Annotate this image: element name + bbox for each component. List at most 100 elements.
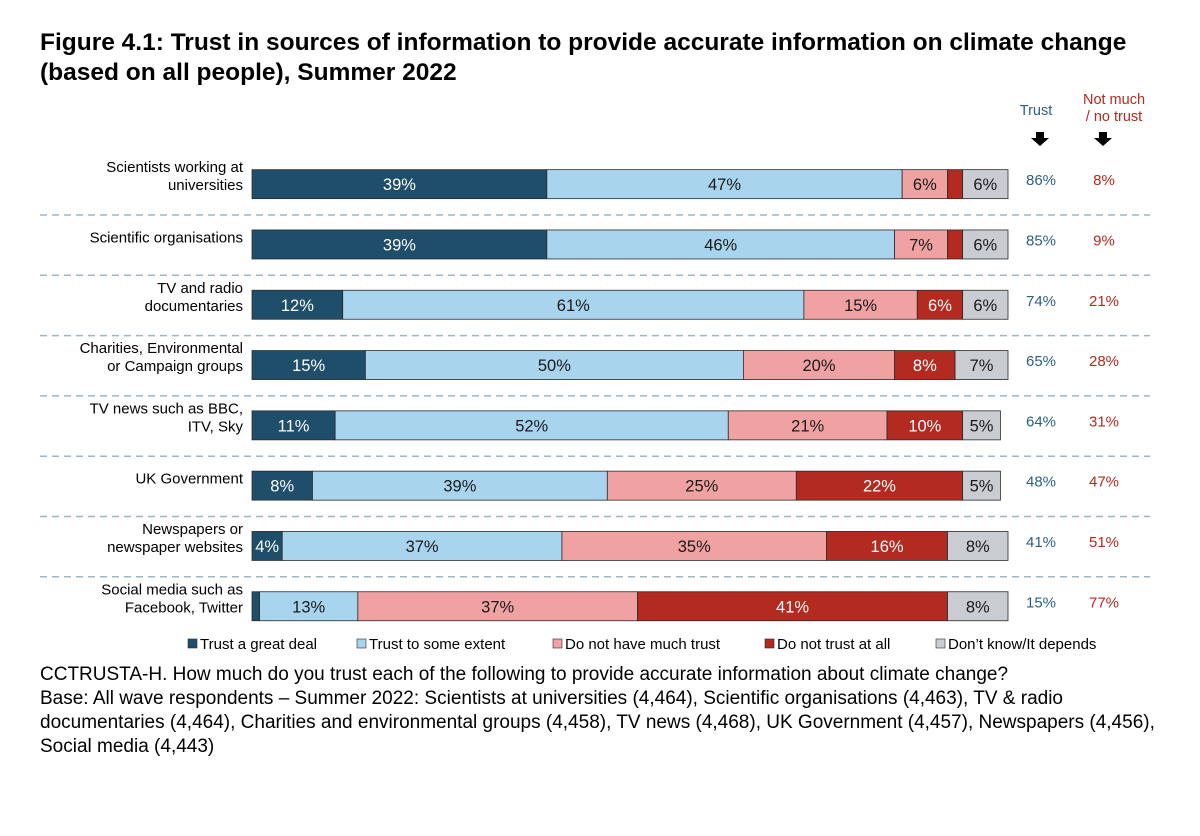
summary-header: Trust — [1020, 103, 1053, 119]
legend-label: Trust a great deal — [200, 636, 317, 653]
bar-segment — [259, 591, 359, 622]
bar-value-label: 6% — [928, 297, 952, 315]
bar-segment — [251, 289, 344, 320]
category-label: Scientific organisations — [90, 229, 243, 246]
summary-value: 47% — [1089, 474, 1119, 491]
bar-value-label: 12% — [281, 297, 314, 315]
bar-segment — [947, 531, 1009, 561]
summary-value: 74% — [1026, 293, 1056, 310]
bar-value-label: 52% — [515, 417, 548, 435]
bar-value-label: 20% — [802, 357, 835, 375]
bar-value-label: 6% — [973, 236, 997, 254]
bar-value-label: 15% — [292, 357, 325, 375]
legend-label: Do not trust at all — [777, 636, 890, 653]
bar-segment — [251, 591, 260, 622]
bar-value-label: 13% — [292, 598, 325, 616]
bar-value-label: 6% — [973, 176, 997, 194]
bar-segment — [546, 229, 896, 260]
bar-value-label: 25% — [685, 478, 718, 496]
legend-label: Do not have much trust — [565, 636, 721, 653]
bar-segment — [962, 470, 1001, 501]
summary-value: 65% — [1026, 353, 1056, 370]
summary-value: 48% — [1026, 474, 1056, 491]
category-label: Newspapers or newspaper websites — [107, 521, 243, 556]
bar-value-label: 15% — [844, 297, 877, 315]
bar-value-label: 46% — [704, 236, 737, 254]
bar-segment — [312, 470, 608, 501]
summary-value: 64% — [1026, 413, 1056, 430]
bar-segment — [954, 350, 1009, 380]
bar-value-label: 6% — [973, 297, 997, 315]
bar-value-label: 39% — [383, 236, 416, 254]
summary-value: 8% — [1093, 172, 1115, 189]
summary-value: 77% — [1089, 594, 1119, 611]
category-label: TV and radio documentaries — [145, 280, 243, 315]
bar-segment — [803, 289, 918, 320]
summary-value: 51% — [1089, 534, 1119, 551]
bar-value-label: 16% — [871, 538, 904, 556]
bar-value-label: 61% — [557, 297, 590, 315]
bar-value-label: 37% — [406, 538, 439, 556]
category-label: Scientists working at universities — [106, 159, 244, 194]
bar-value-label: 4% — [255, 538, 279, 556]
bar-value-label: 21% — [791, 417, 824, 435]
category-label: UK Government — [135, 471, 243, 488]
bar-value-label: 39% — [383, 176, 416, 194]
legend-label: Don’t know/It depends — [948, 636, 1096, 653]
bar-value-label: 11% — [278, 417, 310, 435]
bar-segment — [894, 229, 948, 260]
down-arrow-icon — [1094, 132, 1112, 146]
bar-segment — [743, 350, 896, 380]
category-label: Charities, Environmental or Campaign grou… — [80, 340, 243, 375]
legend-swatch — [356, 638, 367, 649]
bar-value-label: 39% — [443, 478, 476, 496]
bar-segment — [962, 169, 1009, 200]
bar-value-label: 7% — [970, 357, 994, 375]
summary-header: Not much / no trust — [1083, 92, 1145, 125]
summary-value: 41% — [1026, 534, 1056, 551]
bar-segment — [901, 169, 948, 200]
base-note: Base: All wave respondents – Summer 2022… — [40, 688, 1155, 757]
bar-segment — [947, 591, 1009, 622]
bar-segment — [334, 410, 729, 441]
bar-segment — [251, 410, 336, 441]
legend-swatch — [764, 638, 775, 649]
bar-value-label: 8% — [913, 357, 937, 375]
legend-label: Trust to some extent — [369, 636, 506, 653]
category-label: Social media such as Facebook, Twitter — [101, 581, 243, 616]
bar-value-label: 8% — [966, 598, 990, 616]
bar-segment — [894, 350, 956, 380]
question-note: CCTRUSTA-H. How much do you trust each o… — [40, 664, 1009, 685]
summary-value: 21% — [1089, 293, 1119, 310]
bar-value-label: 5% — [970, 478, 994, 496]
bar-value-label: 6% — [913, 176, 937, 194]
bar-segment — [606, 470, 797, 501]
bar-segment — [251, 470, 313, 501]
down-arrow-icon — [1031, 132, 1049, 146]
bar-segment — [546, 169, 903, 200]
bar-value-label: 8% — [966, 538, 990, 556]
summary-value: 85% — [1026, 232, 1056, 249]
category-label: TV news such as BBC, ITV, Sky — [90, 400, 244, 435]
summary-value: 31% — [1089, 413, 1119, 430]
summary-value: 28% — [1089, 353, 1119, 370]
bar-value-label: 37% — [481, 598, 514, 616]
bar-segment — [561, 531, 827, 561]
bar-segment — [886, 410, 964, 441]
bar-segment — [251, 169, 548, 200]
chart-notes: CCTRUSTA-H. How much do you trust each o… — [40, 663, 1170, 759]
summary-value: 86% — [1026, 172, 1056, 189]
bar-segment — [962, 289, 1009, 320]
bar-segment — [826, 531, 948, 561]
bar-segment — [251, 229, 548, 260]
bar-value-label: 22% — [863, 478, 896, 496]
legend-swatch — [187, 638, 198, 649]
bar-segment — [251, 350, 366, 380]
bar-value-label: 41% — [776, 598, 809, 616]
stacked-bar-chart: Scientists working at universities 39% 47% 6… — [40, 92, 1150, 653]
bar-value-label: 47% — [708, 176, 741, 194]
bar-segment — [962, 229, 1009, 260]
legend-swatch — [935, 638, 946, 649]
legend-swatch — [552, 638, 563, 649]
bar-segment — [364, 350, 744, 380]
